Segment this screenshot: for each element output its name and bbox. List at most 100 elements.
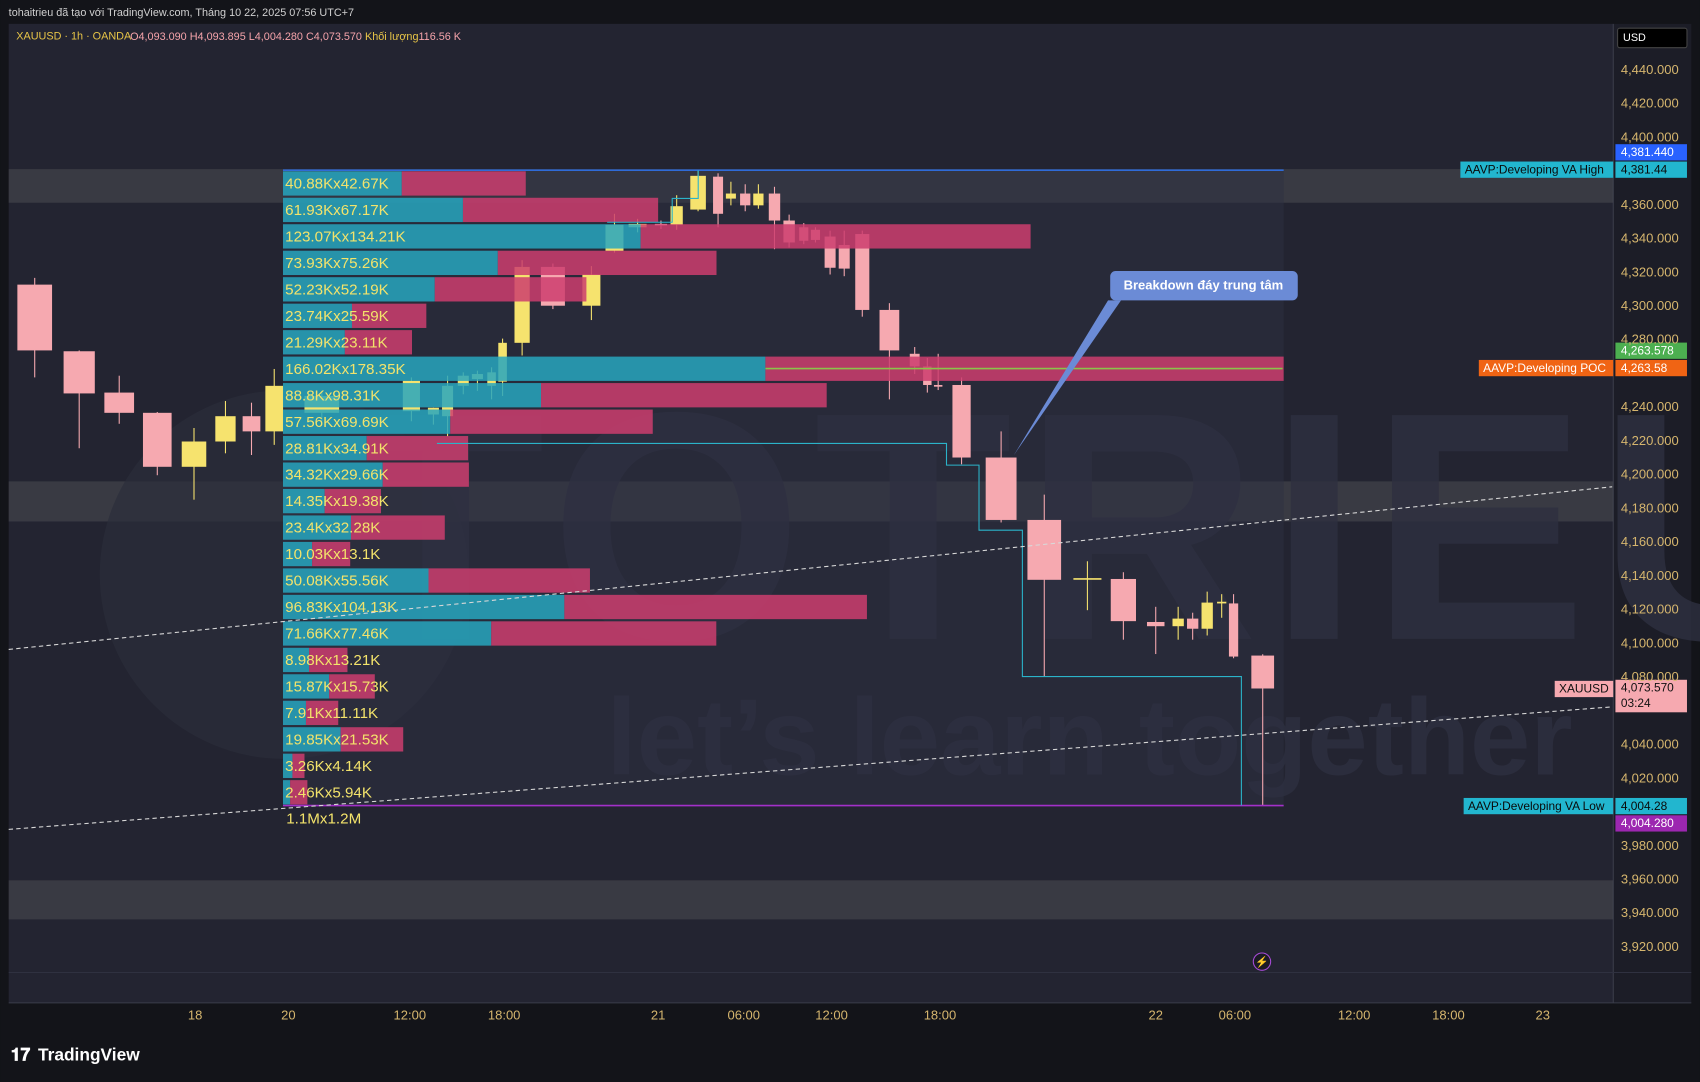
x-tick-label: 18:00 bbox=[1432, 1007, 1465, 1022]
candle-body bbox=[855, 234, 870, 310]
badge-text: AAVP:Developing POC bbox=[1483, 361, 1606, 375]
x-tick-label: 12:00 bbox=[394, 1007, 427, 1022]
profile-label: 61.93Kx67.17K bbox=[285, 202, 389, 219]
profile-bar bbox=[282, 488, 325, 514]
profile-bar bbox=[382, 462, 469, 487]
profile-bar bbox=[344, 330, 412, 355]
y-tick-label: 4,160.000 bbox=[1621, 534, 1679, 549]
y-tick-label: 3,980.000 bbox=[1621, 838, 1679, 853]
event-icon-glyph: ⚡ bbox=[1255, 956, 1268, 969]
x-tick-label: 22 bbox=[1149, 1007, 1163, 1022]
profile-bar bbox=[282, 568, 429, 593]
badge bbox=[1615, 679, 1687, 713]
candle-body bbox=[1146, 621, 1165, 627]
candle-body bbox=[1110, 578, 1136, 622]
ohlc: O4,093.090 H4,093.895 L4,004.280 C4,073.… bbox=[130, 31, 462, 43]
badge bbox=[1615, 797, 1687, 815]
profile-bar bbox=[434, 277, 587, 302]
candle-body bbox=[17, 284, 53, 351]
profile-label: 10.03Kx13.1K bbox=[285, 546, 380, 563]
x-tick-label: 20 bbox=[281, 1007, 295, 1022]
brand-logo: 𝟏𝟕 bbox=[11, 1045, 31, 1065]
profile-bar bbox=[428, 568, 590, 593]
profile-bar bbox=[290, 780, 308, 805]
badge-text: 4,004.28 bbox=[1621, 799, 1668, 813]
candle-body bbox=[713, 176, 724, 214]
profile-bar bbox=[282, 303, 352, 328]
profile-bar bbox=[282, 753, 293, 778]
badge-text: AAVP:Developing VA High bbox=[1465, 162, 1604, 176]
profile-bar bbox=[282, 780, 291, 805]
y-tick-label: 4,300.000 bbox=[1621, 298, 1679, 313]
profile-bar bbox=[282, 277, 435, 302]
profile-label: 7.91Kx11.11K bbox=[285, 705, 378, 722]
y-tick-label: 4,440.000 bbox=[1621, 62, 1679, 77]
profile-bar bbox=[462, 197, 659, 223]
y-tick-label: 3,940.000 bbox=[1621, 905, 1679, 920]
badge-countdown: 03:24 bbox=[1621, 696, 1651, 710]
x-tick-label: 18:00 bbox=[924, 1007, 957, 1022]
badge-text: XAUUSD bbox=[1559, 682, 1609, 696]
y-tick-label: 4,400.000 bbox=[1621, 129, 1679, 144]
profile-label: 88.8Kx98.31K bbox=[285, 387, 380, 404]
candle-body bbox=[63, 351, 95, 394]
profile-bar bbox=[282, 330, 345, 355]
candle-body bbox=[215, 416, 236, 442]
candle-body bbox=[838, 244, 850, 269]
candle-body bbox=[1251, 655, 1275, 689]
zone bbox=[8, 880, 1614, 920]
candle-body bbox=[265, 385, 284, 432]
profile-label: 19.85Kx21.53K bbox=[285, 731, 389, 748]
ohlc-low: L4,004.280 bbox=[249, 31, 303, 43]
profile-bar bbox=[329, 674, 375, 699]
profile-bar bbox=[312, 541, 351, 567]
profile-bar bbox=[309, 647, 348, 673]
badge bbox=[1460, 161, 1614, 178]
developing-va-step bbox=[436, 442, 1242, 806]
badge-text: 4,073.570 bbox=[1621, 681, 1674, 695]
badge bbox=[1554, 680, 1614, 698]
candle-body bbox=[1228, 603, 1239, 657]
symbol: XAUUSD · 1h · OANDA bbox=[16, 31, 132, 43]
y-tick-label: 4,280.000 bbox=[1621, 332, 1679, 347]
x-tick-label: 12:00 bbox=[815, 1007, 848, 1022]
profile-bar bbox=[497, 250, 717, 276]
y-tick-label: 4,240.000 bbox=[1621, 399, 1679, 414]
x-tick-label: 23 bbox=[1536, 1007, 1550, 1022]
y-tick-label: 4,200.000 bbox=[1621, 467, 1679, 482]
candle-body bbox=[824, 236, 836, 268]
profile-bar bbox=[282, 171, 402, 196]
y-tick-label: 4,340.000 bbox=[1621, 231, 1679, 246]
callout-box bbox=[1110, 271, 1298, 301]
badge-text: 4,263.58 bbox=[1621, 361, 1668, 375]
profile-bar bbox=[324, 488, 381, 514]
profile-bar bbox=[340, 727, 404, 752]
profile-label: 14.35Kx19.38K bbox=[285, 493, 389, 510]
badge bbox=[1615, 359, 1687, 377]
x-tick-label: 06:00 bbox=[1219, 1007, 1252, 1022]
y-tick-label: 4,140.000 bbox=[1621, 568, 1679, 583]
y-tick-label: 4,320.000 bbox=[1621, 264, 1679, 279]
profile-bar bbox=[282, 727, 341, 752]
profile-label: 15.87Kx15.73K bbox=[285, 678, 389, 695]
candle-body bbox=[1217, 601, 1227, 604]
ohlc-high: H4,093.895 bbox=[190, 31, 246, 43]
candle-body bbox=[1027, 519, 1062, 580]
candle-body bbox=[1201, 602, 1213, 629]
profile-label: 8.98Kx13.21K bbox=[285, 652, 380, 669]
profile-label: 52.23Kx52.19K bbox=[285, 281, 389, 298]
y-tick-label: 4,080.000 bbox=[1621, 669, 1679, 684]
candle-body bbox=[181, 441, 207, 467]
profile-bar bbox=[282, 224, 641, 249]
profile-bar bbox=[282, 621, 492, 646]
candle-body bbox=[740, 193, 751, 206]
profile-label: 57.56Kx69.69K bbox=[285, 414, 389, 431]
profile-bar bbox=[541, 383, 827, 408]
y-tick-label: 4,120.000 bbox=[1621, 602, 1679, 617]
y-tick-label: 4,220.000 bbox=[1621, 433, 1679, 448]
currency-box bbox=[1617, 27, 1688, 49]
y-tick-label: 4,100.000 bbox=[1621, 635, 1679, 650]
badge-text: 4,381.440 bbox=[1621, 145, 1674, 159]
volume: 116.56 K bbox=[418, 31, 461, 43]
candle-body bbox=[582, 274, 601, 306]
